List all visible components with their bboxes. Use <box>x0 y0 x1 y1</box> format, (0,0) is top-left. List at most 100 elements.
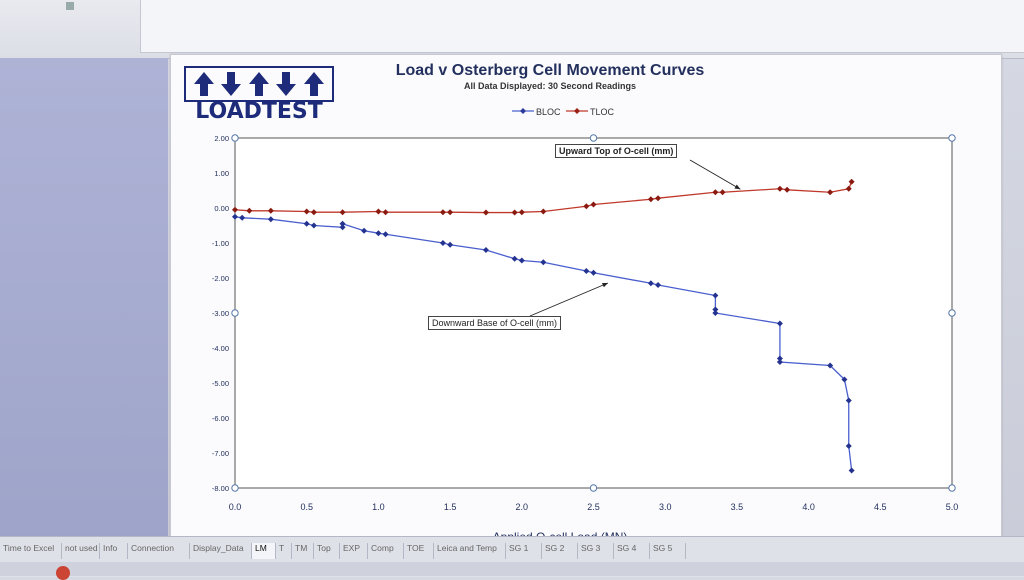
data-point-tloc <box>540 208 547 215</box>
data-point-tloc <box>382 209 389 216</box>
data-point-bloc <box>375 230 382 237</box>
annotation-downward: Downward Base of O-cell (mm) <box>428 316 562 330</box>
x-tick-label: 5.0 <box>946 502 959 512</box>
data-point-bloc <box>712 306 719 313</box>
data-point-tloc <box>511 209 518 216</box>
x-tick-label: 2.5 <box>587 502 600 512</box>
data-point-bloc <box>583 268 590 274</box>
x-tick-label: 4.0 <box>802 502 815 512</box>
data-point-bloc <box>776 320 783 327</box>
data-point-bloc <box>267 216 274 223</box>
data-point-bloc <box>361 227 368 234</box>
selection-handle-icon <box>66 2 74 10</box>
data-point-bloc <box>310 222 317 229</box>
x-tick-label: 3.5 <box>731 502 744 512</box>
sheet-tab[interactable]: TM <box>292 543 314 559</box>
data-point-tloc <box>232 206 238 213</box>
y-tick-label: -1.00 <box>212 239 229 248</box>
data-point-bloc <box>482 247 489 253</box>
chart-legend: BLOC TLOC <box>500 105 650 121</box>
data-point-bloc <box>232 213 238 220</box>
sheet-tab[interactable]: SG 1 <box>506 543 542 559</box>
data-point-tloc <box>827 189 834 196</box>
data-point-tloc <box>267 207 274 214</box>
axes <box>231 134 956 492</box>
resize-handle-icon <box>231 484 239 492</box>
sheet-tab[interactable]: Connection <box>128 543 190 559</box>
data-point-bloc <box>382 231 389 238</box>
workspace-background <box>0 58 168 548</box>
data-point-bloc <box>647 280 654 287</box>
data-point-tloc <box>375 208 382 215</box>
sheet-tab[interactable]: Display_Data <box>190 543 252 559</box>
sheet-tab[interactable]: TOE <box>404 543 434 559</box>
legend-bloc-label: BLOC <box>536 107 561 117</box>
sheet-tab[interactable]: Top <box>314 543 340 559</box>
data-point-bloc <box>439 240 446 246</box>
sheet-tab[interactable]: Comp <box>368 543 404 559</box>
sheet-tab[interactable]: T <box>276 543 292 559</box>
data-point-tloc <box>845 185 852 192</box>
sheet-tab[interactable]: SG 5 <box>650 543 686 559</box>
plot-background <box>234 137 953 489</box>
annotation-upward: Upward Top of O-cell (mm) <box>555 144 678 158</box>
sheet-tab[interactable]: SG 3 <box>578 543 614 559</box>
data-point-bloc <box>845 443 852 449</box>
x-tick-label: 1.0 <box>372 502 385 512</box>
data-point-tloc <box>482 209 489 216</box>
sheet-tab[interactable]: LM <box>252 543 276 559</box>
series-group <box>232 178 855 474</box>
resize-handle-icon <box>231 309 239 317</box>
data-point-bloc <box>511 255 518 262</box>
record-icon[interactable] <box>56 566 70 580</box>
resize-handle-icon <box>589 134 598 142</box>
legend-bloc-marker <box>512 107 534 117</box>
downward-leader-arrow-head <box>602 283 608 288</box>
legend-tloc-marker <box>566 107 588 117</box>
data-point-bloc <box>239 214 246 221</box>
data-point-tloc <box>647 196 654 203</box>
y-tick-label: -3.00 <box>212 309 229 318</box>
data-point-bloc <box>303 220 310 227</box>
sheet-tab[interactable]: Info <box>100 543 128 559</box>
data-point-bloc <box>518 257 525 264</box>
sheet-tab[interactable]: SG 4 <box>614 543 650 559</box>
data-point-tloc <box>246 207 253 214</box>
data-point-tloc <box>447 209 454 216</box>
taskbar <box>0 562 1024 576</box>
sheet-tab[interactable]: SG 2 <box>542 543 578 559</box>
data-point-tloc <box>712 189 719 196</box>
data-point-tloc <box>303 208 310 215</box>
data-point-bloc <box>540 259 547 266</box>
data-point-tloc <box>784 186 791 193</box>
toolbar-strip <box>0 0 1024 59</box>
legend-tloc-label: TLOC <box>590 107 615 117</box>
data-point-bloc <box>827 362 834 369</box>
y-tick-label: -5.00 <box>212 379 229 388</box>
data-point-bloc <box>655 282 662 288</box>
x-tick-label: 3.0 <box>659 502 672 512</box>
data-point-bloc <box>845 397 852 404</box>
resize-handle-icon <box>948 484 956 492</box>
sheet-tab[interactable]: Time to Excel <box>0 543 62 559</box>
x-tick-label: 0.0 <box>229 502 242 512</box>
x-tick-label: 1.5 <box>444 502 457 512</box>
upward-leader-arrow <box>689 159 741 190</box>
logo-arrows-icon <box>184 66 334 102</box>
data-point-tloc <box>439 209 446 216</box>
sheet-tab[interactable]: EXP <box>340 543 368 559</box>
sheet-tab[interactable]: Leica and Temp <box>434 543 506 559</box>
y-tick-label: -7.00 <box>212 449 229 458</box>
toolbar-panel <box>140 0 1024 53</box>
sheet-tab[interactable]: not used <box>62 543 100 559</box>
downward-leader-arrow <box>529 282 609 317</box>
data-point-bloc <box>776 359 783 365</box>
data-point-bloc <box>712 292 719 299</box>
resize-handle-icon <box>948 309 956 317</box>
data-point-bloc <box>841 376 848 383</box>
data-point-tloc <box>590 201 597 208</box>
chart-title: Load v Osterberg Cell Movement Curves <box>395 62 705 79</box>
x-tick-label: 4.5 <box>874 502 887 512</box>
data-point-bloc <box>776 355 783 362</box>
